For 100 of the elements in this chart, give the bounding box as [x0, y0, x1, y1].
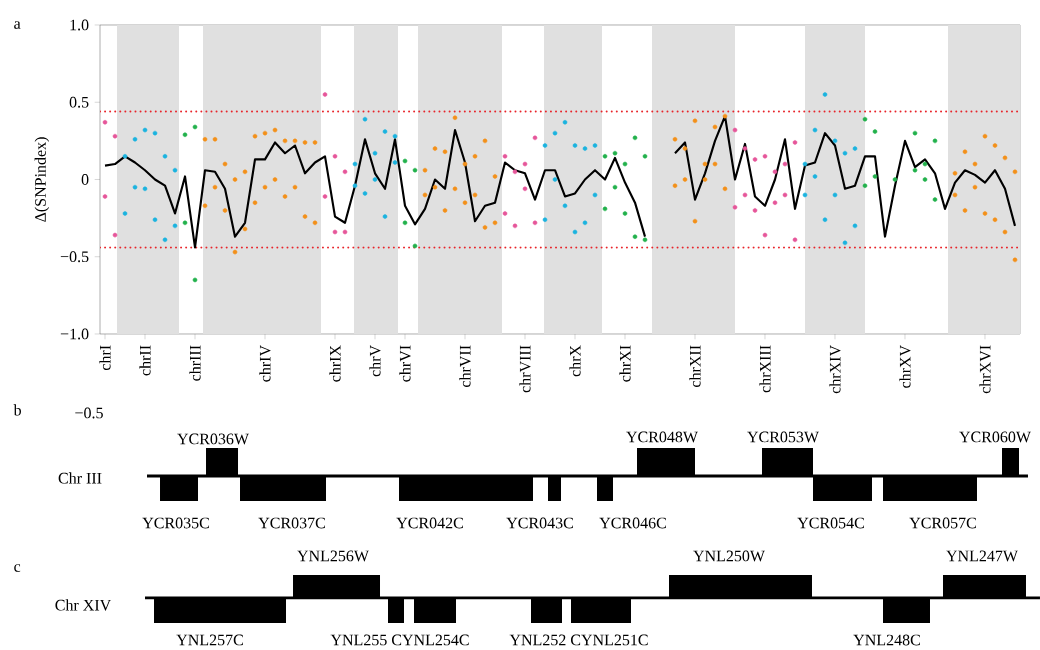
point — [952, 171, 958, 176]
point — [722, 113, 728, 119]
point — [392, 160, 398, 165]
point — [352, 183, 358, 188]
point — [732, 205, 738, 210]
x-tick-label: chrXII — [689, 345, 701, 387]
point — [602, 206, 608, 212]
text: YCR060W — [959, 431, 1031, 443]
point — [932, 138, 938, 144]
y-tick-label: −0.5 — [60, 251, 89, 263]
x-tick-label: chrXV — [899, 345, 911, 388]
x-tick-label: chrXIII — [759, 345, 771, 393]
point — [912, 130, 918, 136]
x-tick-label: chrIX — [329, 345, 341, 382]
point — [692, 118, 698, 124]
text: YCR053W — [747, 431, 819, 443]
chart-title: a — [14, 21, 21, 29]
text: Chr XIV — [55, 599, 112, 611]
point — [272, 177, 278, 182]
point — [452, 115, 458, 120]
point — [292, 184, 298, 190]
x-tick-label: chrV — [369, 345, 381, 377]
point — [332, 154, 338, 159]
point — [322, 92, 328, 97]
point — [782, 161, 788, 167]
point — [632, 234, 638, 239]
point — [442, 149, 448, 154]
point — [732, 127, 738, 133]
point — [352, 161, 358, 167]
point — [892, 177, 898, 182]
point — [922, 177, 928, 182]
point — [622, 161, 628, 167]
point — [422, 192, 428, 198]
point — [742, 192, 748, 198]
point — [712, 124, 718, 130]
point — [162, 154, 168, 159]
point — [242, 169, 248, 175]
text: YCR037C — [258, 517, 325, 529]
point — [492, 220, 498, 226]
point — [142, 186, 148, 192]
point — [462, 161, 468, 167]
point — [182, 220, 188, 226]
point — [292, 138, 298, 144]
point — [102, 120, 108, 125]
point — [202, 203, 208, 209]
text: YCR035C — [142, 517, 209, 529]
point — [552, 177, 558, 182]
x-tick-label: chrXI — [619, 345, 631, 382]
point — [202, 137, 208, 142]
x-tick-label: chrI — [99, 345, 111, 371]
x-tick-label: chrXIV — [829, 345, 841, 394]
point — [112, 133, 118, 139]
point — [262, 130, 268, 136]
point — [992, 143, 998, 148]
point — [402, 220, 408, 226]
point — [922, 161, 928, 167]
point — [122, 154, 128, 159]
point — [552, 130, 558, 136]
point — [672, 137, 678, 142]
point — [792, 237, 798, 243]
text: c — [14, 564, 21, 572]
point — [362, 191, 368, 196]
point — [372, 177, 378, 182]
point — [802, 192, 808, 198]
text: YNL255 CYNL254C — [330, 634, 469, 646]
point — [262, 184, 268, 190]
point — [722, 186, 728, 192]
point — [842, 240, 848, 246]
point — [242, 226, 248, 232]
point — [532, 220, 538, 226]
point — [422, 167, 428, 173]
point — [632, 135, 638, 141]
point — [502, 211, 508, 216]
point — [992, 217, 998, 222]
y-tick-label: −1.0 — [60, 328, 89, 340]
text: YCR057C — [909, 517, 976, 529]
point — [602, 154, 608, 159]
point — [592, 192, 598, 198]
point — [612, 150, 618, 156]
point — [152, 130, 158, 136]
y-tick-label: 1.0 — [70, 19, 89, 31]
point — [872, 129, 878, 134]
point — [152, 217, 158, 222]
point — [582, 146, 588, 151]
point — [1002, 229, 1008, 235]
point — [182, 132, 188, 137]
point — [102, 194, 108, 199]
point — [462, 200, 468, 205]
point — [622, 211, 628, 216]
point — [322, 194, 328, 199]
point — [612, 184, 618, 190]
point — [742, 146, 748, 151]
text: Chr III — [58, 472, 102, 484]
point — [342, 169, 348, 175]
point — [302, 214, 308, 219]
point — [162, 237, 168, 243]
point — [132, 184, 138, 190]
point — [682, 177, 688, 182]
point — [972, 161, 978, 167]
text: YNL248C — [853, 634, 920, 646]
